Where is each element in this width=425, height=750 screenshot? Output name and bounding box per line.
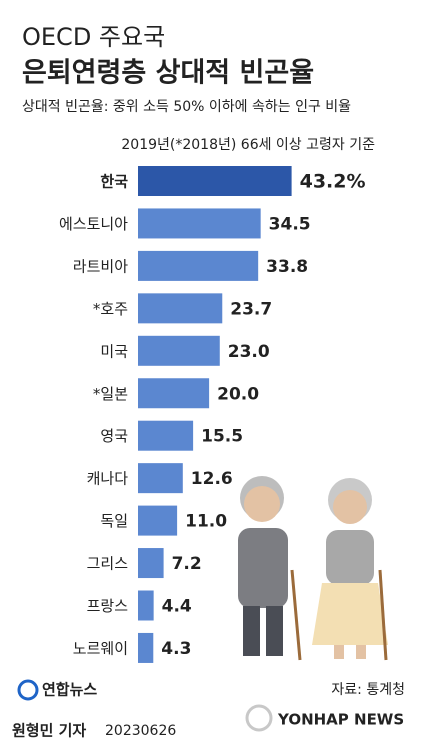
category-label: 노르웨이 [73, 639, 128, 657]
category-label: 프랑스 [87, 597, 129, 615]
watermark: YONHAP NEWS [277, 711, 404, 729]
bar [138, 208, 261, 239]
bar [138, 166, 292, 196]
category-label: 한국 [100, 173, 128, 191]
category-label: 영국 [100, 427, 128, 445]
category-label: 그리스 [87, 555, 129, 573]
bar [138, 463, 183, 494]
supertitle: OECD 주요국 [22, 23, 165, 51]
subtitle: 상대적 빈곤율: 중위 소득 50% 이하에 속하는 인구 비율 [22, 99, 351, 115]
value-label: 12.6 [191, 469, 233, 489]
source: 자료: 통계청 [331, 682, 405, 698]
note: 2019년(*2018년) 66세 이상 고령자 기준 [121, 137, 375, 153]
value-label: 11.0 [185, 512, 227, 532]
category-label: *호주 [93, 300, 128, 318]
value-label: 23.7 [230, 299, 272, 319]
value-label: 34.5 [269, 214, 311, 234]
illustration [238, 476, 388, 661]
bar [138, 590, 154, 621]
value-label: 23.0 [228, 342, 270, 362]
bar [138, 632, 154, 663]
bar [138, 335, 220, 366]
value-label: 43.2% [300, 171, 366, 193]
category-label: 캐나다 [87, 470, 129, 488]
bar [138, 293, 223, 324]
bar [138, 420, 194, 451]
category-label: 독일 [100, 512, 128, 530]
category-label: 라트비아 [73, 257, 128, 275]
bar [138, 505, 178, 536]
bar [138, 378, 210, 409]
bar [138, 250, 259, 281]
category-label: 미국 [100, 342, 128, 360]
logo-text: 연합뉴스 [42, 681, 97, 699]
value-label: 4.3 [161, 639, 191, 659]
logo [17, 679, 39, 701]
value-label: 20.0 [217, 384, 259, 404]
chart-title: 은퇴연령층 상대적 빈곤율 [22, 58, 314, 89]
category-label: *일본 [93, 385, 128, 403]
credit: 원형민 기자 [12, 722, 86, 740]
date: 20230626 [105, 723, 176, 739]
value-label: 4.4 [162, 597, 192, 617]
watermark-logo [245, 704, 273, 732]
category-label: 에스토니아 [59, 215, 128, 233]
value-label: 7.2 [172, 554, 202, 574]
value-label: 33.8 [266, 257, 308, 277]
bar [138, 548, 164, 579]
value-label: 15.5 [201, 427, 243, 447]
